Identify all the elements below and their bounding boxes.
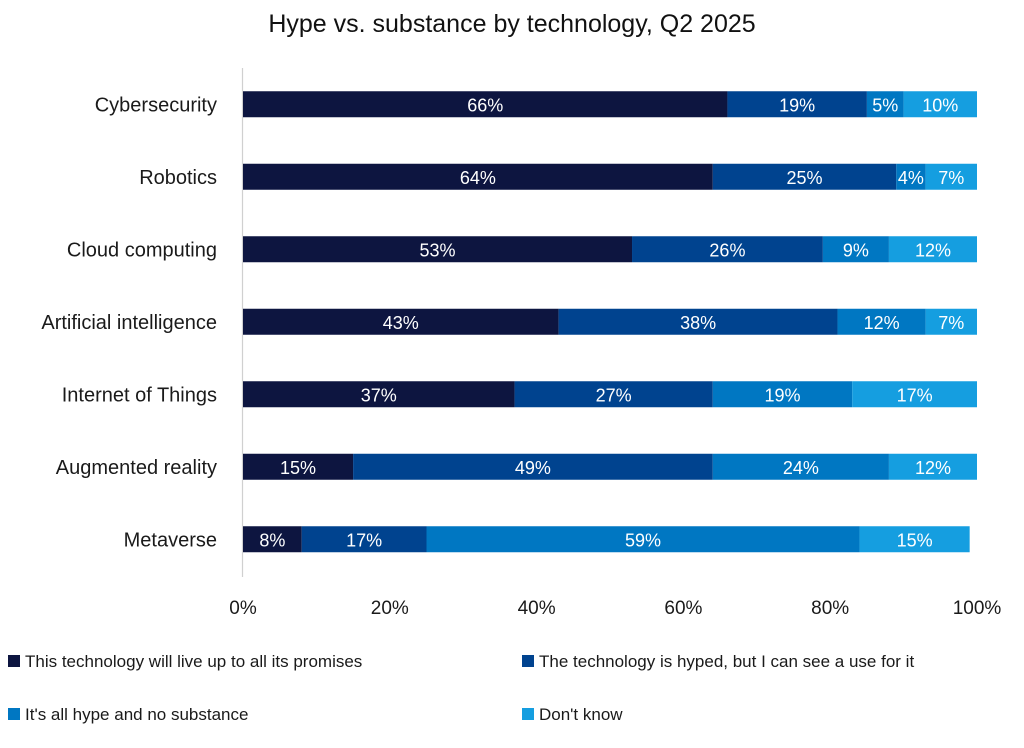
bar-segment <box>925 163 977 190</box>
bar-segment <box>632 236 823 263</box>
data-label: 19% <box>779 95 815 115</box>
x-tick-label: 40% <box>518 598 556 619</box>
data-label: 10% <box>922 95 958 115</box>
x-tick-label: 20% <box>371 598 409 619</box>
bar-segment <box>243 236 633 263</box>
legend-swatch <box>522 708 534 720</box>
category-label: Internet of Things <box>62 384 217 406</box>
bar-segment <box>514 381 713 408</box>
legend-label: Don't know <box>539 705 623 724</box>
data-label: 9% <box>843 240 869 260</box>
data-label: 53% <box>419 240 455 260</box>
x-tick-label: 60% <box>664 598 702 619</box>
bar-segment <box>243 453 354 480</box>
bar-segment <box>822 236 889 263</box>
category-label: Artificial intelligence <box>41 312 217 334</box>
data-label: 38% <box>680 313 716 333</box>
bar-segment <box>866 91 904 118</box>
bar-segment <box>896 163 926 190</box>
data-label: 43% <box>383 313 419 333</box>
data-label: 17% <box>897 385 933 405</box>
bar-segment <box>888 453 977 480</box>
data-label: 37% <box>361 385 397 405</box>
bar-segment <box>243 163 713 190</box>
data-label: 49% <box>515 458 551 478</box>
data-label: 7% <box>938 168 964 188</box>
bar-segment <box>712 381 853 408</box>
bar-segment <box>837 308 926 335</box>
bar-segment <box>925 308 977 335</box>
category-label: Robotics <box>139 167 217 189</box>
x-tick-label: 0% <box>229 598 257 619</box>
bar-segment <box>859 526 970 553</box>
legend-label: The technology is hyped, but I can see a… <box>539 652 914 671</box>
legend-label: It's all hype and no substance <box>25 705 248 724</box>
x-tick-label: 80% <box>811 598 849 619</box>
bar-segment <box>558 308 838 335</box>
bar-segment <box>712 163 897 190</box>
bar-segment <box>243 308 559 335</box>
legend-swatch <box>8 708 20 720</box>
data-label: 5% <box>872 95 898 115</box>
legend-label: This technology will live up to all its … <box>25 652 362 671</box>
data-label: 59% <box>625 530 661 550</box>
chart-title: Hype vs. substance by technology, Q2 202… <box>268 10 755 38</box>
x-tick-label: 100% <box>953 598 1002 619</box>
data-label: 24% <box>783 458 819 478</box>
legend-swatch <box>522 655 534 667</box>
data-label: 19% <box>764 385 800 405</box>
data-label: 15% <box>280 458 316 478</box>
bar-segment <box>903 91 977 118</box>
bar-segment <box>243 91 728 118</box>
data-label: 17% <box>346 530 382 550</box>
category-label: Cloud computing <box>67 239 217 261</box>
data-label: 8% <box>259 530 285 550</box>
bar-segment <box>353 453 713 480</box>
data-label: 27% <box>596 385 632 405</box>
data-label: 66% <box>467 95 503 115</box>
data-label: 15% <box>897 530 933 550</box>
legend-swatch <box>8 655 20 667</box>
data-label: 4% <box>898 168 924 188</box>
data-label: 25% <box>786 168 822 188</box>
bar-segment <box>852 381 977 408</box>
bar-segment <box>712 453 889 480</box>
category-label: Augmented reality <box>56 457 217 479</box>
data-label: 12% <box>915 240 951 260</box>
data-label: 12% <box>864 313 900 333</box>
data-label: 26% <box>709 240 745 260</box>
bar-segment <box>301 526 427 553</box>
category-label: Cybersecurity <box>95 94 217 116</box>
category-label: Metaverse <box>124 529 217 551</box>
data-label: 12% <box>915 458 951 478</box>
bar-segment <box>243 381 515 408</box>
bar-segment <box>426 526 860 553</box>
bar-segment <box>243 526 302 553</box>
data-label: 64% <box>460 168 496 188</box>
data-label: 7% <box>938 313 964 333</box>
bar-segment <box>727 91 867 118</box>
bar-segment <box>888 236 977 263</box>
